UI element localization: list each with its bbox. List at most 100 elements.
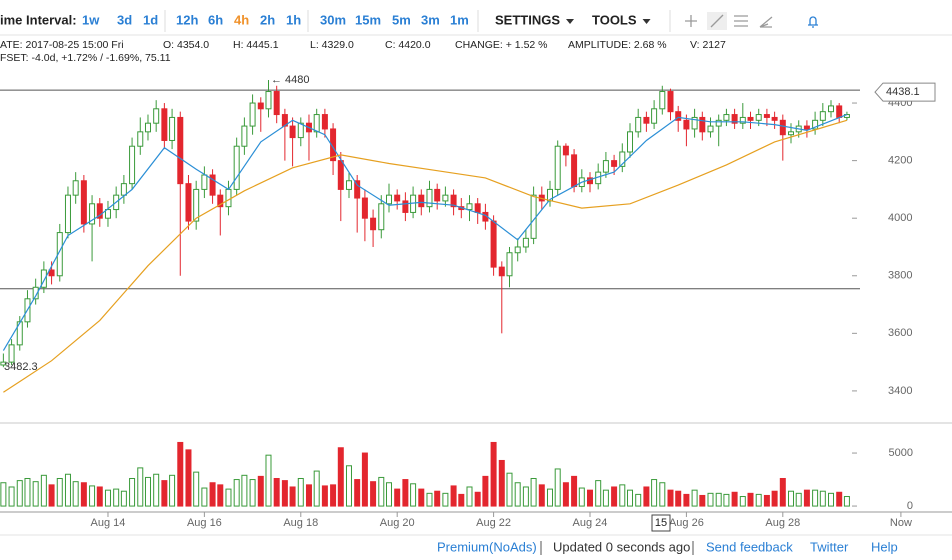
volume-bar [129, 477, 136, 507]
candle-body [337, 160, 344, 190]
volume-bar [0, 482, 7, 507]
y-tick-label: 3600 [888, 327, 912, 339]
interval-button[interactable]: 12h [176, 12, 198, 27]
candle-body [434, 188, 441, 202]
candle-body [89, 203, 96, 225]
volume-bar [56, 477, 63, 507]
volume-bar [144, 476, 151, 507]
candle-body [723, 114, 730, 121]
interval-button[interactable]: 5m [392, 12, 411, 27]
x-tick-label: Aug 22 [476, 517, 511, 529]
volume-bar [498, 459, 505, 507]
volume-bar [667, 489, 674, 507]
volume-bar [788, 490, 795, 507]
candle-body [0, 361, 7, 366]
candle-body [715, 119, 722, 127]
volume-bar [297, 477, 304, 507]
info-field: CHANGE: + 1.52 % [455, 39, 548, 51]
volume-bar [651, 479, 658, 507]
interval-button[interactable]: 1m [450, 12, 469, 27]
volume-bar [402, 479, 409, 507]
volume-bar [257, 475, 264, 507]
interval-button[interactable]: 3d [117, 12, 132, 27]
candle-body [361, 197, 368, 219]
interval-button[interactable]: 15m [355, 12, 381, 27]
candle-body [747, 116, 754, 121]
footer-link[interactable]: Send feedback [706, 539, 793, 554]
interval-button[interactable]: 1w [82, 12, 100, 27]
volume-bar [209, 482, 216, 507]
candle-body [241, 125, 248, 147]
volume-bar [241, 474, 248, 507]
volume-bar [426, 492, 433, 507]
candle-body [273, 91, 280, 116]
crosshair-icon[interactable] [685, 15, 697, 27]
y-tick-label: 4200 [888, 155, 912, 167]
volume-bar [602, 489, 609, 507]
menu-caret [642, 19, 651, 24]
candle-body [530, 194, 537, 239]
menu-button[interactable]: TOOLS [592, 12, 637, 27]
x-tick-label: Aug 16 [187, 517, 222, 529]
candle-body [64, 194, 71, 234]
interval-button[interactable]: 6h [208, 12, 223, 27]
candle-body [48, 269, 55, 277]
footer-link[interactable]: Twitter [810, 539, 849, 554]
volume-bar [554, 468, 561, 507]
tool-icons [685, 12, 818, 30]
volume-bar [675, 490, 682, 507]
volume-bar [514, 482, 521, 507]
volume-bar [313, 470, 320, 507]
candle-body [635, 116, 642, 133]
line-icon[interactable] [710, 14, 724, 28]
y2-tick-label: 0 [907, 500, 913, 512]
alert-icon[interactable] [808, 16, 818, 28]
candle-body [828, 105, 835, 113]
interval-button[interactable]: 1d [143, 12, 158, 27]
volume-bar [723, 493, 730, 507]
candle-body [40, 269, 47, 288]
candle-body [56, 232, 63, 277]
menu-button[interactable]: SETTINGS [495, 12, 560, 27]
candle-body [193, 188, 200, 222]
volume-bar [418, 488, 425, 507]
volume-bar [482, 475, 489, 507]
volume-bar [466, 486, 473, 507]
candle-body [812, 119, 819, 130]
volume-bar [747, 492, 754, 507]
x-tick-label: Aug 24 [573, 517, 608, 529]
fib-icon[interactable] [734, 15, 748, 27]
candle-body [217, 194, 224, 208]
interval-button[interactable]: 2h [260, 12, 275, 27]
volume-bar [153, 473, 160, 507]
interval-button[interactable]: 30m [320, 12, 346, 27]
volume-bar [843, 496, 850, 507]
y-tick-label: 3400 [888, 385, 912, 397]
volume-bar [771, 490, 778, 507]
interval-button[interactable]: 3m [421, 12, 440, 27]
volume-bar [691, 489, 698, 507]
interval-button[interactable]: 1h [286, 12, 301, 27]
volume-bar [16, 480, 23, 507]
volume-bar [803, 489, 810, 507]
volume-bar [337, 447, 344, 507]
volume-bar [410, 483, 417, 507]
candle-body [803, 125, 810, 130]
footer-link[interactable]: Premium(NoAds) [437, 539, 537, 554]
volume-bar [289, 486, 296, 507]
candle-body [394, 194, 401, 202]
volume-bar [48, 484, 55, 507]
volume-bar [659, 482, 666, 507]
pen-icon[interactable] [759, 16, 773, 28]
volume-bar [819, 490, 826, 507]
volume-bar [506, 472, 513, 507]
last-price-label: 4438.1 [886, 86, 920, 98]
volume-bar [385, 482, 392, 507]
candle-body [426, 188, 433, 208]
max-label: ← 4480 [271, 74, 310, 86]
volume-bar [522, 486, 529, 507]
footer-link[interactable]: Help [871, 539, 898, 554]
candle-body [763, 114, 770, 118]
interval-button[interactable]: 4h [234, 12, 249, 27]
candle-body [161, 108, 168, 141]
